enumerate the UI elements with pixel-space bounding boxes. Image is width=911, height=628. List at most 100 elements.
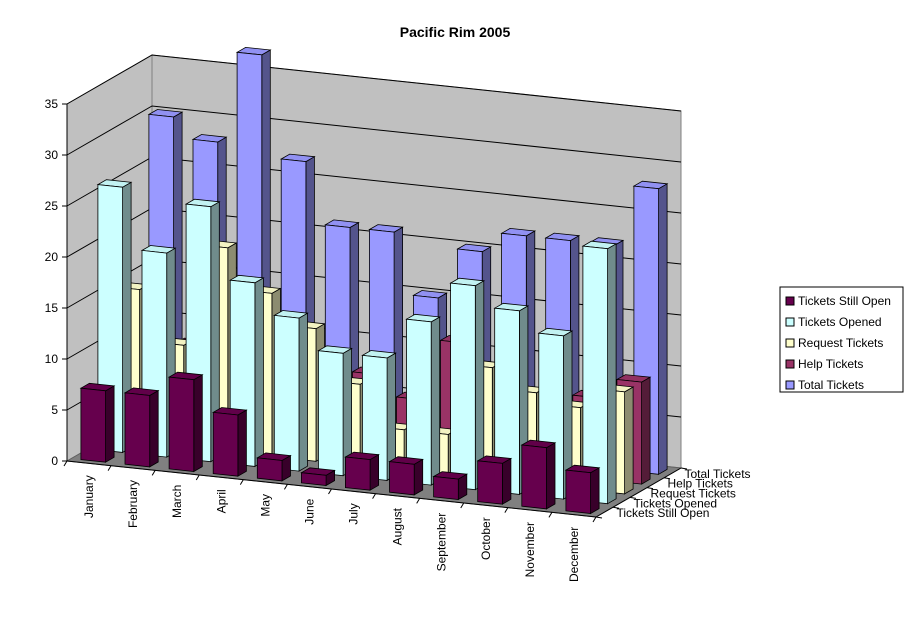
- bar-side: [254, 277, 264, 468]
- bar-front: [300, 472, 327, 486]
- bar-front: [389, 461, 415, 496]
- y-tick-label: 25: [45, 199, 59, 213]
- bar-side: [193, 374, 203, 473]
- bar: [273, 310, 309, 472]
- bar: [493, 302, 530, 496]
- x-tick-label: May: [258, 494, 272, 517]
- depth-tick: [595, 516, 603, 519]
- bar-side: [413, 458, 424, 496]
- bar: [211, 407, 248, 477]
- x-tick-label: November: [523, 522, 537, 577]
- depth-tick: [646, 487, 654, 490]
- bar-side: [237, 409, 247, 477]
- bar-front: [256, 457, 283, 482]
- bar-front: [273, 314, 300, 472]
- x-tick-label: January: [82, 475, 96, 518]
- bar-side: [658, 183, 668, 475]
- legend-swatch: [785, 380, 795, 390]
- x-tick: [239, 479, 244, 485]
- bar: [317, 345, 353, 477]
- gridline: [66, 105, 682, 163]
- bar: [432, 471, 469, 501]
- depth-tick: [629, 496, 637, 499]
- y-tick-label: 30: [45, 148, 59, 162]
- legend-swatch: [785, 338, 795, 348]
- bar-side: [501, 457, 512, 505]
- bar: [123, 387, 160, 468]
- x-tick: [548, 512, 553, 518]
- bar-front: [477, 460, 503, 505]
- legend: Tickets Still Open Tickets Opened Request …: [779, 286, 904, 393]
- depth-tick-label: Tickets Still Open: [617, 506, 710, 520]
- bar-side: [298, 312, 308, 472]
- legend-label: Help Tickets: [798, 357, 863, 371]
- y-tick-label: 15: [45, 301, 59, 315]
- x-tick-label: August: [391, 507, 405, 545]
- x-tick: [107, 465, 112, 471]
- bar: [520, 439, 557, 510]
- x-tick: [460, 502, 465, 509]
- bar: [632, 180, 669, 475]
- x-tick-label: March: [170, 485, 184, 518]
- legend-label: Request Tickets: [798, 336, 883, 350]
- bar: [300, 467, 336, 487]
- bar: [388, 456, 424, 496]
- x-tick: [63, 460, 68, 467]
- x-tick-label: October: [479, 517, 493, 560]
- x-axis: January February March April May June July Augu…: [63, 460, 597, 582]
- bar-side: [369, 454, 380, 491]
- bar: [256, 452, 292, 482]
- y-axis: 0 5 10 15 20 25 30 35: [45, 97, 68, 468]
- legend-label: Tickets Still Open: [798, 294, 891, 308]
- bar-front: [582, 245, 608, 505]
- gridline: [66, 54, 682, 112]
- depth-tick: [663, 477, 671, 480]
- bars: [79, 46, 669, 515]
- x-tick: [592, 516, 597, 523]
- bar-front: [124, 392, 151, 468]
- x-tick: [372, 493, 377, 499]
- bar: [405, 313, 441, 486]
- bar-side: [105, 385, 115, 463]
- legend-label: Tickets Opened: [798, 315, 882, 329]
- x-tick: [283, 484, 288, 490]
- x-tick-label: December: [567, 527, 581, 582]
- x-tick-label: September: [435, 513, 449, 572]
- bar-side: [430, 316, 441, 486]
- x-tick: [504, 507, 509, 513]
- legend-label: Total Tickets: [798, 378, 864, 392]
- x-tick: [328, 488, 332, 495]
- y-tick-label: 35: [45, 97, 59, 111]
- x-tick-label: April: [214, 489, 228, 513]
- bar: [564, 464, 601, 515]
- x-tick: [151, 470, 156, 476]
- bar-front: [450, 282, 476, 491]
- bar-front: [168, 376, 195, 472]
- bar-front: [433, 476, 459, 500]
- x-tick-label: June: [303, 498, 317, 524]
- bar: [581, 240, 618, 505]
- depth-tick-label: Tickets Opened: [634, 496, 718, 510]
- legend-swatch: [785, 359, 795, 369]
- x-tick: [195, 474, 200, 481]
- bar: [476, 455, 513, 505]
- x-tick-label: February: [126, 480, 140, 528]
- bar-front: [344, 456, 371, 491]
- y-tick-label: 0: [51, 454, 58, 468]
- depth-tick-label: Total Tickets: [685, 467, 751, 481]
- bar-side: [149, 389, 159, 468]
- depth-axis-line: [595, 467, 682, 518]
- y-tick-label: 10: [45, 352, 59, 366]
- bar: [344, 451, 380, 491]
- bar-front: [80, 387, 106, 463]
- depth-tick-label: Request Tickets: [651, 487, 736, 501]
- depth-tick: [680, 467, 688, 470]
- bar-side: [641, 376, 651, 485]
- bar-side: [590, 467, 600, 515]
- bar: [449, 277, 486, 491]
- depth-tick-label: Help Tickets: [668, 477, 733, 491]
- bar-side: [607, 243, 617, 505]
- legend-swatch: [785, 296, 795, 306]
